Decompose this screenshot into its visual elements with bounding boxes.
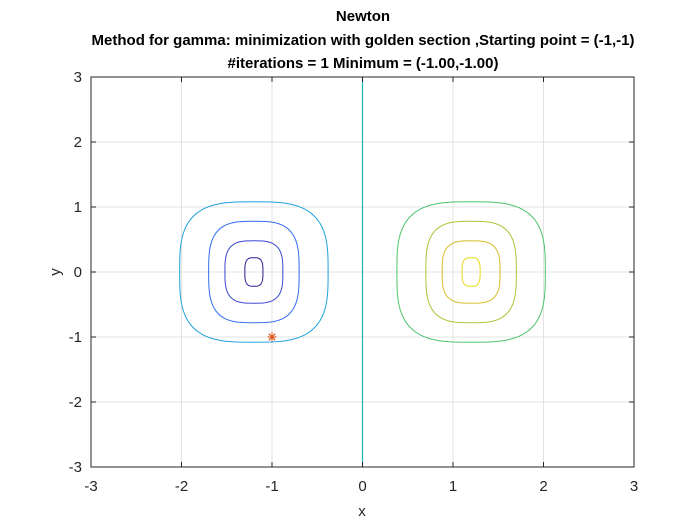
y-tick-labels: -3 -2 -1 0 1 2 3 [69, 69, 82, 476]
y-tick-label-0: -3 [69, 459, 82, 476]
point-marker-0 [267, 332, 277, 342]
contour-line-1 [224, 240, 284, 304]
y-tick-label-6: 3 [74, 69, 82, 86]
contour-line-5 [441, 240, 501, 304]
contour-lines [179, 201, 546, 343]
title-line-2: Method for gamma: minimization with gold… [92, 32, 635, 49]
contour-line-0 [244, 257, 264, 287]
title-line-1: Newton [336, 8, 390, 25]
title-line-3: #iterations = 1 Minimum = (-1.00,-1.00) [228, 55, 499, 72]
chart-title: Newton Method for gamma: minimization wi… [92, 8, 635, 72]
x-tick-label-1: -2 [175, 478, 188, 495]
y-tick-label-5: 2 [74, 134, 82, 151]
x-tick-label-4: 1 [449, 478, 457, 495]
x-tick-labels: -3 -2 -1 0 1 2 3 [84, 478, 638, 495]
contour-line-6 [425, 220, 517, 324]
x-tick-label-0: -3 [84, 478, 97, 495]
x-tick-label-5: 2 [539, 478, 547, 495]
tick-marks [90, 76, 635, 468]
contour-line-3 [179, 201, 329, 343]
x-tick-label-2: -1 [265, 478, 278, 495]
contour-line-2 [208, 220, 300, 324]
y-tick-label-2: -1 [69, 329, 82, 346]
contour-line-4 [461, 257, 481, 287]
point-marker-stroke [268, 333, 276, 341]
x-tick-label-3: 0 [358, 478, 366, 495]
y-axis-label: y [47, 268, 64, 276]
y-tick-label-4: 1 [74, 199, 82, 216]
x-axis-label: x [358, 503, 366, 520]
data-points [267, 332, 277, 342]
y-tick-label-3: 0 [74, 264, 82, 281]
y-tick-label-1: -2 [69, 394, 82, 411]
contour-line-7 [396, 201, 546, 343]
x-tick-label-6: 3 [630, 478, 638, 495]
